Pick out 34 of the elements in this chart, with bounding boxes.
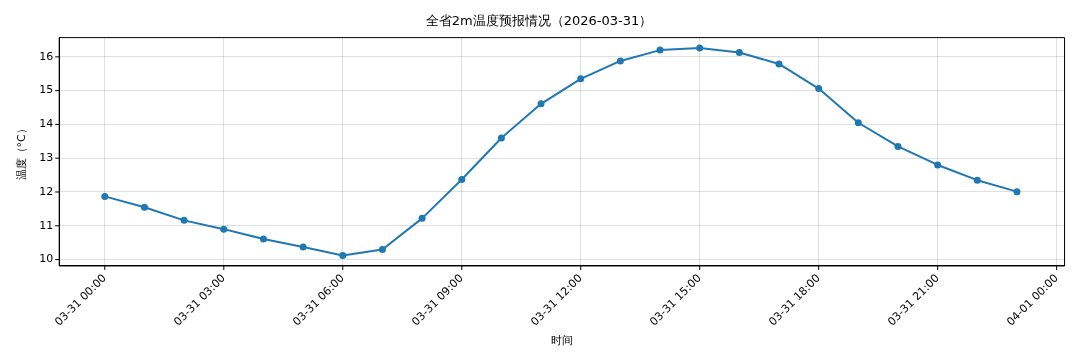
point (180, 216, 188, 224)
point (458, 175, 466, 183)
y-tick-label: 12 (39, 184, 54, 198)
y-tick-label: 15 (39, 83, 54, 97)
point (259, 235, 267, 243)
point (339, 252, 347, 259)
point (815, 85, 823, 93)
point (854, 119, 862, 127)
point (497, 134, 505, 142)
point (299, 243, 307, 251)
point (537, 100, 545, 108)
point (418, 214, 426, 222)
y-tick-label: 10 (39, 252, 54, 266)
point (696, 44, 704, 52)
x-axis-title: 时间 (550, 334, 573, 348)
point (220, 225, 228, 233)
point (616, 57, 624, 65)
point (894, 142, 902, 150)
point (934, 161, 942, 169)
y-tick-label: 16 (39, 49, 54, 63)
point (378, 245, 386, 253)
point (735, 48, 743, 56)
y-tick-label: 11 (39, 218, 54, 232)
point (101, 192, 109, 200)
point (775, 60, 783, 68)
point (656, 46, 664, 54)
y-tick-label: 13 (39, 151, 54, 165)
point (577, 75, 585, 83)
y-tick-label: 14 (39, 117, 54, 131)
point (1013, 188, 1021, 196)
point (140, 203, 148, 211)
y-axis-title: 温度（°C） (15, 123, 29, 181)
point (973, 176, 981, 184)
chart-title: 全省2m温度预报情况（2026-03-31） (425, 13, 653, 29)
